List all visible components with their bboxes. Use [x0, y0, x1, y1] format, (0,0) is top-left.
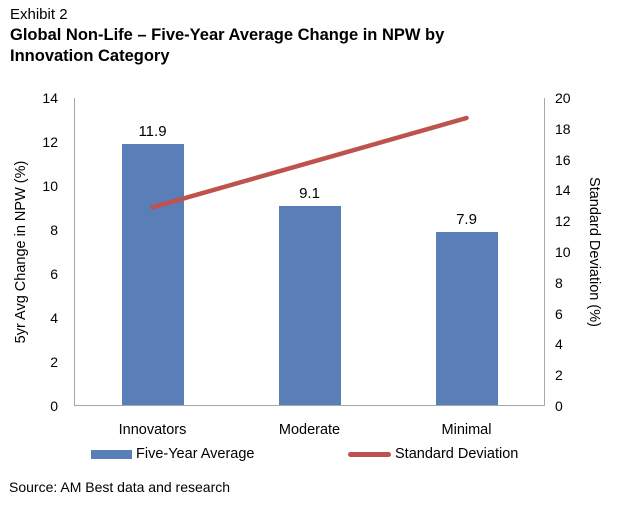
left-axis-tick-14: 14 — [42, 90, 58, 106]
left-axis-tick-8: 8 — [50, 222, 58, 238]
legend-bar-swatch — [91, 450, 132, 459]
right-axis-tick-12: 12 — [555, 213, 571, 230]
right-axis-tick-14: 14 — [555, 182, 571, 199]
legend-label-standard-deviation: Standard Deviation — [395, 446, 519, 462]
category-label-minimal: Minimal — [441, 422, 492, 438]
category-label-innovators: Innovators — [118, 422, 187, 438]
right-axis-tick-8: 8 — [555, 274, 563, 291]
right-axis-tick-0: 0 — [555, 398, 563, 414]
right-axis-tick-16: 16 — [555, 151, 571, 168]
left-axis-tick-6: 6 — [50, 266, 58, 282]
right-axis-tick-4: 4 — [555, 336, 563, 353]
right-axis-tick-2: 2 — [555, 367, 563, 384]
exhibit-label: Exhibit 2 — [10, 6, 68, 23]
right-axis-tick-18: 18 — [555, 120, 571, 137]
left-axis-tick-2: 2 — [50, 354, 58, 370]
bar-value-label-minimal: 7.9 — [456, 211, 477, 229]
bar-minimal — [435, 232, 498, 405]
chart-title: Global Non-Life – Five-Year Average Chan… — [10, 25, 444, 67]
left-axis-tick-4: 4 — [50, 310, 58, 326]
chart-title-line-2: Innovation Category — [10, 47, 170, 65]
bar-value-label-innovators: 11.9 — [138, 123, 167, 141]
chart-title-line-1: Global Non-Life – Five-Year Average Chan… — [10, 26, 445, 44]
legend-line-swatch — [348, 452, 391, 457]
source-note: Source: AM Best data and research — [9, 479, 231, 495]
left-axis-tick-0: 0 — [50, 398, 58, 414]
bar-value-label-moderate: 9.1 — [299, 184, 320, 202]
right-axis-tick-10: 10 — [555, 244, 571, 260]
right-axis-tick-20: 20 — [555, 90, 571, 106]
legend-label-five-year-average: Five-Year Average — [136, 446, 255, 462]
bar-moderate — [278, 205, 341, 405]
left-axis-tick-10: 10 — [42, 178, 58, 194]
bar-innovators — [121, 144, 184, 405]
left-axis-tick-12: 12 — [42, 134, 58, 150]
right-axis-tick-6: 6 — [555, 305, 563, 322]
category-label-moderate: Moderate — [278, 422, 341, 438]
